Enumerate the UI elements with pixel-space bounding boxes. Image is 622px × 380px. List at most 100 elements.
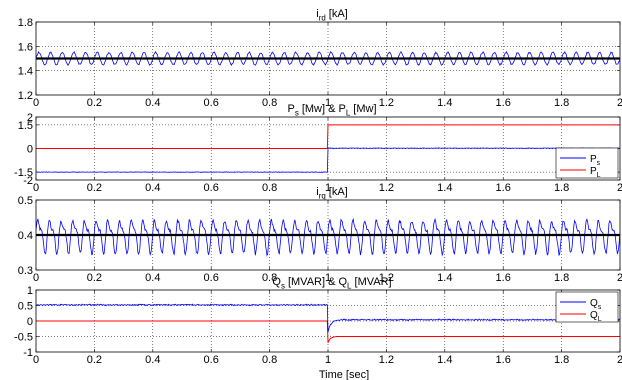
x-tick-label: 0.2 bbox=[87, 354, 102, 366]
title-text: Q bbox=[272, 276, 281, 288]
y-tick-label: 1.6 bbox=[18, 41, 33, 53]
legend-text: P bbox=[590, 166, 597, 177]
title-text: i bbox=[316, 8, 318, 20]
subplot-3: 0 0.2 0.4 0.6 0.8 1 1.2 1.4 1.6 1.8 2 0.3 0.4 0.5 irq … bbox=[18, 186, 622, 284]
title-subscript: L bbox=[346, 108, 351, 117]
legend-label: Qs bbox=[590, 298, 602, 311]
x-tick-label: 0.6 bbox=[204, 97, 219, 109]
x-tick-label: 1.6 bbox=[496, 182, 511, 194]
title-subscript: L bbox=[347, 281, 352, 290]
y-tick-label: 1.4 bbox=[18, 66, 33, 78]
x-tick-label: 2 bbox=[617, 354, 622, 366]
x-tick-label: 1.2 bbox=[379, 272, 394, 284]
legend-subscript: s bbox=[598, 304, 602, 311]
x-tick-label: 1.8 bbox=[554, 97, 569, 109]
x-tick-label: 0 bbox=[33, 97, 39, 109]
series-line-2 bbox=[36, 147, 620, 173]
title-text: [MVAR] & Q bbox=[285, 276, 348, 288]
x-tick-label: 0.4 bbox=[145, 97, 160, 109]
series-group bbox=[36, 50, 620, 67]
legend-text: Q bbox=[590, 310, 598, 321]
y-tick-label: 1 bbox=[27, 285, 33, 297]
plot-frame bbox=[35, 289, 621, 353]
series-group bbox=[36, 217, 620, 257]
subplot-2: 0 0.2 0.4 0.6 0.8 1 1.2 1.4 1.6 1.8 2-2-1.501.52Ps… bbox=[14, 103, 622, 194]
y-tick-label: -1 bbox=[23, 347, 33, 359]
series-line-1 bbox=[36, 320, 620, 343]
title-subscript: s bbox=[281, 281, 285, 290]
x-tick-label: 1.4 bbox=[437, 272, 452, 284]
legend-label: PL bbox=[590, 166, 601, 179]
legend-text: Q bbox=[590, 298, 598, 309]
subplot-1: 0 0.2 0.4 0.6 0.8 1 1.2 1.4 1.6 1.8 2 1.2 1.4 1.6 1.8 i… bbox=[18, 8, 622, 109]
y-tick-label: 0 bbox=[27, 144, 33, 156]
legend-box bbox=[555, 291, 619, 323]
x-tick-label: 0.6 bbox=[204, 182, 219, 194]
x-tick-label: 0.2 bbox=[87, 272, 102, 284]
x-tick-label: 2 bbox=[617, 182, 622, 194]
x-tick-label: 0.2 bbox=[87, 97, 102, 109]
plot-frame bbox=[35, 116, 621, 181]
x-tick-label: 0.6 bbox=[204, 272, 219, 284]
legend-label: QL bbox=[590, 310, 602, 323]
series-line-2 bbox=[36, 303, 620, 333]
x-tick-label: 0.8 bbox=[262, 354, 277, 366]
x-tick-label: 0.8 bbox=[262, 272, 277, 284]
series-group bbox=[36, 303, 620, 343]
x-tick-label: 0.8 bbox=[262, 182, 277, 194]
x-tick-label: 1.8 bbox=[554, 272, 569, 284]
x-tick-label: 0.4 bbox=[145, 272, 160, 284]
plot-frame bbox=[35, 199, 621, 271]
x-tick-label: 0.6 bbox=[204, 354, 219, 366]
x-axis-label: Time [sec] bbox=[319, 369, 369, 380]
y-tick-label: 1.2 bbox=[18, 90, 33, 102]
legend-box bbox=[555, 147, 619, 179]
legend-text: P bbox=[590, 154, 597, 165]
subplot-title: Qs [MVAR] & QL [MVAR] bbox=[272, 276, 391, 290]
x-tick-label: 1.2 bbox=[379, 97, 394, 109]
x-tick-label: 0.2 bbox=[87, 182, 102, 194]
title-text: [Mw] & P bbox=[299, 103, 346, 115]
x-tick-label: 1.8 bbox=[554, 182, 569, 194]
x-tick-label: 1.2 bbox=[379, 354, 394, 366]
x-tick-label: 0.4 bbox=[145, 354, 160, 366]
x-tick-label: 1 bbox=[325, 182, 331, 194]
x-tick-label: 1.4 bbox=[437, 182, 452, 194]
subplot-title: ird [kA] bbox=[316, 8, 348, 22]
subplot-title: irq [kA] bbox=[316, 186, 348, 200]
x-tick-label: 0.4 bbox=[145, 182, 160, 194]
title-subscript: rq bbox=[319, 191, 326, 200]
subplot-4: 0 0.2 0.4 0.6 0.8 1 1.2 1.4 1.6 1.8 2-1-0.500.51Qs… bbox=[14, 276, 622, 380]
y-tick-label: -2 bbox=[23, 175, 33, 187]
series-line-1 bbox=[36, 124, 620, 149]
y-tick-label: 2 bbox=[27, 112, 33, 124]
y-tick-label: 0 bbox=[27, 316, 33, 328]
title-subscript: s bbox=[295, 108, 299, 117]
x-tick-label: 1.6 bbox=[496, 354, 511, 366]
x-tick-label: 0.8 bbox=[262, 97, 277, 109]
y-tick-label: 1.5 bbox=[18, 120, 33, 132]
x-tick-label: 1 bbox=[325, 272, 331, 284]
legend-subscript: L bbox=[597, 172, 601, 179]
y-tick-label: 0.3 bbox=[18, 265, 33, 277]
y-tick-label: 1.8 bbox=[18, 17, 33, 29]
y-tick-label: -0.5 bbox=[14, 332, 33, 344]
legend-subscript: L bbox=[598, 316, 602, 323]
legend-subscript: s bbox=[597, 160, 601, 167]
x-tick-label: 2 bbox=[617, 272, 622, 284]
y-tick-label: -1.5 bbox=[14, 167, 33, 179]
x-tick-label: 0 bbox=[33, 182, 39, 194]
legend-label: Ps bbox=[590, 154, 601, 167]
title-text: i bbox=[316, 186, 318, 198]
y-tick-label: 0.5 bbox=[18, 301, 33, 313]
x-tick-label: 2 bbox=[617, 97, 622, 109]
x-tick-label: 1.6 bbox=[496, 97, 511, 109]
title-subscript: rd bbox=[319, 13, 326, 22]
x-tick-label: 0 bbox=[33, 272, 39, 284]
subplot-title: Ps [Mw] & PL [Mw] bbox=[287, 103, 376, 117]
y-tick-label: 0.4 bbox=[18, 230, 33, 242]
plot-frame bbox=[35, 21, 621, 96]
x-tick-label: 1.6 bbox=[496, 272, 511, 284]
